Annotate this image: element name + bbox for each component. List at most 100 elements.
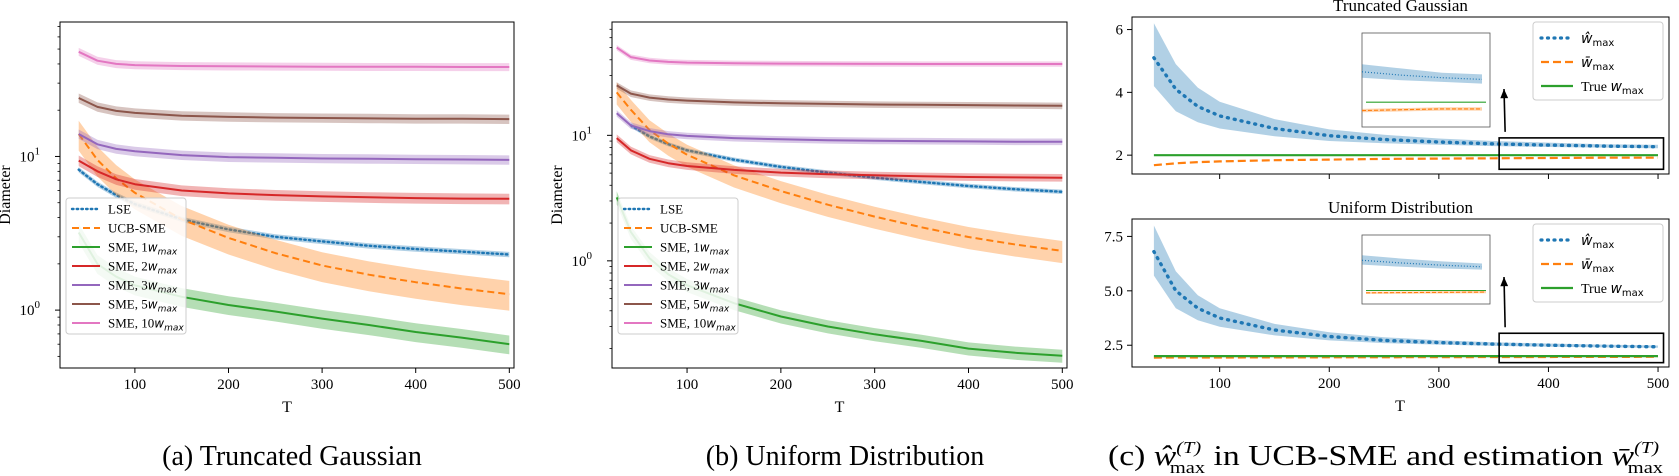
series-band <box>616 110 1063 146</box>
axes-frame <box>611 21 1068 369</box>
y-tick-label: 4 <box>1116 85 1124 101</box>
x-tick-label: 400 <box>1537 376 1560 392</box>
y-tick-label: 100 <box>572 250 593 270</box>
series-line <box>616 137 1063 179</box>
zoom-box <box>1498 137 1665 171</box>
y-axis-label: Diameter <box>0 165 14 225</box>
x-tick-label: 300 <box>863 377 886 393</box>
y-axis-label: Diameter <box>549 165 566 225</box>
legend-label: SME, 5wmax <box>108 297 178 315</box>
captions: (a) Truncated Gaussian (b) Uniform Distri… <box>162 438 1663 476</box>
y-tick-label: 101 <box>572 124 593 144</box>
x-tick-label: 200 <box>217 377 240 393</box>
arrow-head <box>1500 89 1509 99</box>
x-tick-label: 500 <box>1647 376 1670 392</box>
legend-label: w̄max <box>1581 257 1614 275</box>
legend-label: UCB-SME <box>660 221 718 236</box>
series-line <box>1152 56 1660 149</box>
subplot: Uniform Distribution 2.5 5.0 7.5 100 200 300 40… <box>1104 198 1670 392</box>
arrow-head <box>1500 277 1509 287</box>
x-tick-label: 500 <box>498 377 521 393</box>
y-tick-label: 101 <box>20 145 41 165</box>
legend-label: SME, 2wmax <box>660 259 730 277</box>
legend-label: UCB-SME <box>108 221 166 236</box>
plot-area <box>1152 23 1660 167</box>
caption-b: (b) Uniform Distribution <box>706 441 984 472</box>
panel-b: 100 101 100 200 300 400 500 T Diameter LSE UCB-SME… <box>549 21 1074 416</box>
series-line <box>616 46 1063 65</box>
x-tick-label: 400 <box>404 377 427 393</box>
axes-frame <box>1131 16 1670 175</box>
legend-label: SME, 3wmax <box>108 278 178 296</box>
caption-a: (a) Truncated Gaussian <box>162 441 422 472</box>
zoom-box <box>1498 332 1665 364</box>
inset-line <box>1361 108 1482 112</box>
series-line <box>1152 249 1660 349</box>
y-tick-label: 100 <box>20 299 41 319</box>
series-line <box>629 124 1064 193</box>
y-tick-label: 5.0 <box>1104 284 1123 300</box>
series-line <box>78 97 510 121</box>
legend-label: ŵmax <box>1581 31 1614 49</box>
series-line <box>78 50 510 68</box>
x-tick-label: 200 <box>1318 376 1341 392</box>
y-tick-label: 2.5 <box>1104 338 1123 354</box>
series-line <box>616 84 1063 107</box>
subplot-title: Uniform Distribution <box>1328 198 1473 217</box>
x-tick-label: 300 <box>311 377 334 393</box>
legend-label: SME, 1wmax <box>660 240 730 258</box>
legend-label: SME, 1wmax <box>108 240 178 258</box>
plot-area <box>1152 225 1660 359</box>
axes-frame <box>59 21 515 369</box>
legend-label: ŵmax <box>1581 233 1614 251</box>
caption-c: (c) ŵ (T) max in UCB-SME and estimation w̄… <box>1108 438 1664 476</box>
x-tick-label: 400 <box>957 377 980 393</box>
subplot: Truncated Gaussian 2 4 6 ŵmax w̄max True wmax <box>1116 0 1670 179</box>
x-axis-label: T <box>835 399 845 416</box>
x-tick-label: 200 <box>770 377 793 393</box>
inset-line <box>1361 71 1483 80</box>
x-tick-label: 500 <box>1051 377 1074 393</box>
series-band <box>616 45 1063 67</box>
series-band <box>78 155 510 205</box>
series-line <box>1153 156 1658 167</box>
legend-label: SME, 10wmax <box>660 316 736 334</box>
y-tick-label: 7.5 <box>1104 229 1123 245</box>
series-line <box>78 159 510 200</box>
legend: ŵmax w̄max True wmax <box>1532 21 1664 101</box>
legend-label: True wmax <box>1581 79 1644 97</box>
inset-frame <box>1361 32 1491 128</box>
legend: ŵmax w̄max True wmax <box>1532 223 1664 303</box>
x-tick-label: 300 <box>1428 376 1451 392</box>
legend-frame <box>1532 21 1664 101</box>
series-line <box>77 133 510 296</box>
axes-frame <box>1131 218 1670 368</box>
y-tick-label: 2 <box>1116 148 1124 164</box>
series-band <box>616 82 1063 264</box>
legend-label: SME, 2wmax <box>108 259 178 277</box>
legend-label: LSE <box>660 202 683 217</box>
legend-frame <box>617 197 739 335</box>
subplot-title: Truncated Gaussian <box>1333 0 1468 15</box>
legend-label: SME, 10wmax <box>108 316 184 334</box>
legend-frame <box>1532 223 1664 303</box>
series-line <box>78 133 510 161</box>
x-tick-label: 100 <box>1208 376 1231 392</box>
series-band <box>78 223 510 355</box>
x-tick-label: 100 <box>676 377 699 393</box>
legend-label: LSE <box>108 202 131 217</box>
y-tick-label: 6 <box>1116 23 1124 39</box>
inset <box>1361 32 1491 128</box>
legend-label: w̄max <box>1581 55 1614 73</box>
inset-band <box>1362 64 1482 84</box>
x-axis-label: T <box>282 399 292 416</box>
series-line <box>616 112 1063 143</box>
series-line <box>77 168 511 256</box>
panel-a: 100 101 100 200 300 400 500 T Diameter LSE UCB-SME… <box>0 21 521 416</box>
legend-label: SME, 3wmax <box>660 278 730 296</box>
legend-label: True wmax <box>1581 281 1644 299</box>
